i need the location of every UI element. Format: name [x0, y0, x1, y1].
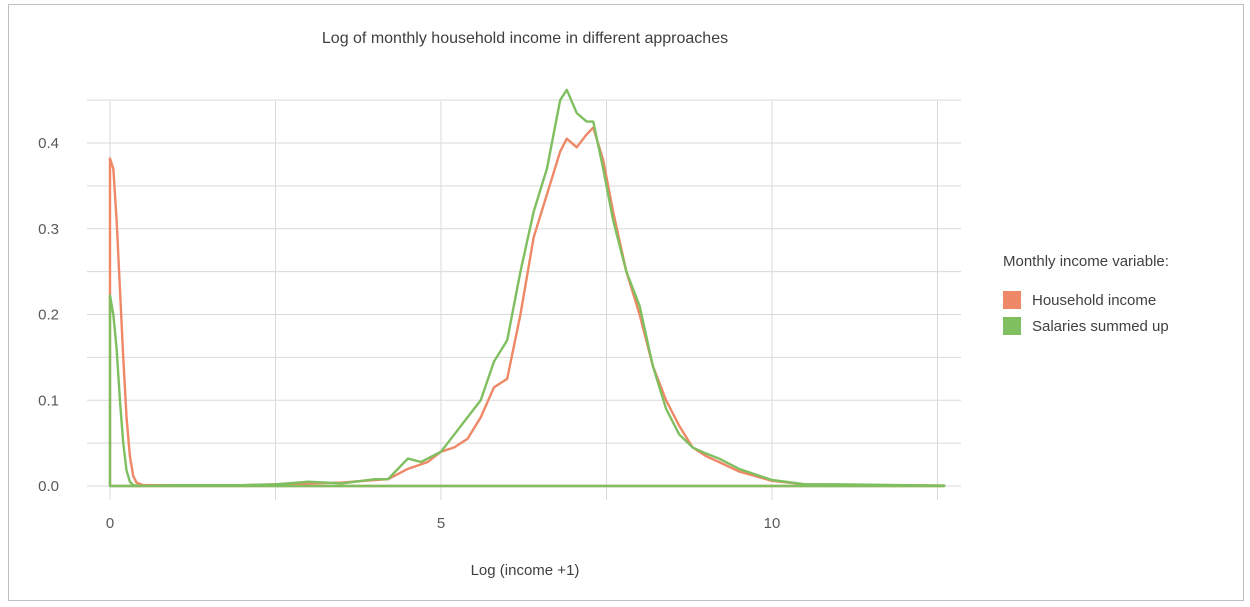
legend-label-household-income: Household income	[1032, 291, 1157, 309]
legend-swatch-household-income	[1003, 291, 1021, 309]
legend-item-salaries-summed-up[interactable]: Salaries summed up	[1003, 313, 1169, 339]
y-tick-label: 0.0	[38, 478, 59, 495]
x-tick-label: 10	[764, 515, 781, 532]
y-tick-label: 0.4	[38, 135, 59, 152]
legend-swatch-salaries-summed-up	[1003, 317, 1021, 335]
chart-title: Log of monthly household income in diffe…	[321, 30, 729, 47]
y-tick-label: 0.2	[38, 307, 59, 324]
x-axis-label: Log (income +1)	[470, 562, 580, 579]
series-line-household-income	[108, 126, 946, 488]
y-tick-label: 0.3	[38, 221, 59, 238]
chart-frame	[8, 4, 1244, 601]
y-tick-label: 0.1	[38, 392, 59, 409]
legend: Monthly income variable: Household incom…	[1003, 253, 1169, 339]
x-tick-label: 0	[106, 515, 114, 532]
x-tick-label: 5	[437, 515, 445, 532]
series-line-salaries-summed-up	[108, 88, 946, 488]
legend-title: Monthly income variable:	[1003, 253, 1169, 270]
series-layer	[108, 88, 946, 488]
legend-label-salaries-summed-up: Salaries summed up	[1032, 317, 1169, 335]
axis-layer: 0.0 0.1 0.2 0.3 0.4 0 5 10	[38, 135, 780, 532]
legend-item-household-income[interactable]: Household income	[1003, 287, 1169, 313]
